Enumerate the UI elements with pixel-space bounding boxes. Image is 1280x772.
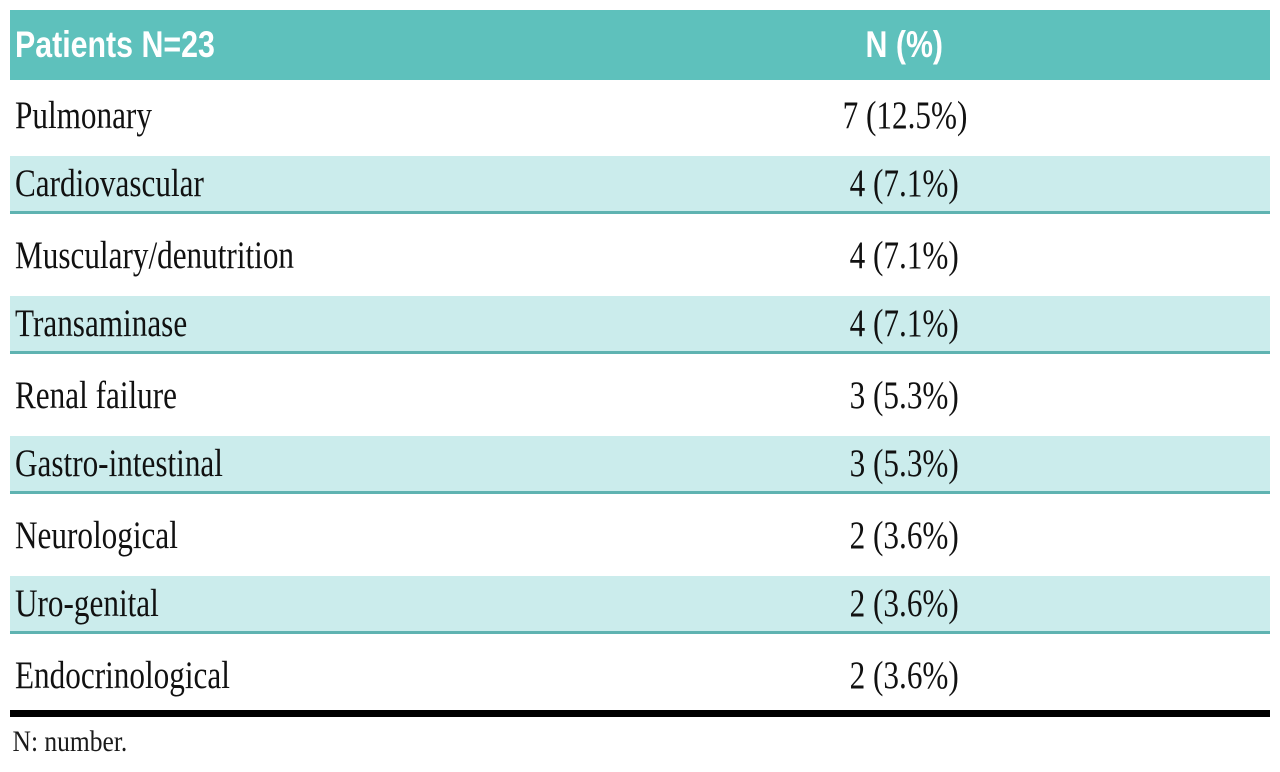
row-label-cell: Neurological [10,513,539,558]
table-row: Musculary/denutrition 4 (7.1%) [10,220,1270,290]
table-row: Gastro-intestinal 3 (5.3%) [10,430,1270,500]
row-value: 2 (3.6%) [850,582,960,625]
table-row: Renal failure 3 (5.3%) [10,360,1270,430]
table-row: Endocrinological 2 (3.6%) [10,640,1270,710]
table-row: Uro-genital 2 (3.6%) [10,570,1270,640]
row-value-cell: 3 (5.3%) [539,441,1270,486]
row-label-cell: Cardiovascular [10,161,539,206]
complications-table: Patients N=23 N (%) Pulmonary 7 (12.5%) … [10,10,1270,717]
row-label: Endocrinological [15,653,230,697]
header-cell-patients: Patients N=23 [10,24,539,66]
table-row: Transaminase 4 (7.1%) [10,290,1270,360]
table-row-band: Endocrinological 2 (3.6%) [10,646,1270,704]
row-value: 4 (7.1%) [850,162,960,205]
header-patients-label: Patients N=23 [15,24,215,65]
table-row-band: Renal failure 3 (5.3%) [10,366,1270,424]
table-row-band: Pulmonary 7 (12.5%) [10,86,1270,144]
row-value: 4 (7.1%) [850,302,960,345]
row-value-cell: 4 (7.1%) [539,233,1270,278]
header-cell-n-percent: N (%) [539,24,1270,66]
table-row: Pulmonary 7 (12.5%) [10,80,1270,150]
table-row-band: Gastro-intestinal 3 (5.3%) [10,436,1270,494]
row-label-cell: Renal failure [10,373,539,418]
row-label-cell: Transaminase [10,301,539,346]
row-label: Pulmonary [15,93,152,137]
row-value: 7 (12.5%) [842,93,967,137]
row-value: 3 (5.3%) [850,442,960,485]
row-label: Cardiovascular [15,162,204,205]
table-bottom-rule [10,710,1270,717]
row-value-cell: 2 (3.6%) [539,581,1270,626]
row-value: 2 (3.6%) [850,513,960,557]
table-row-band: Neurological 2 (3.6%) [10,506,1270,564]
row-value-cell: 4 (7.1%) [539,161,1270,206]
row-label-cell: Endocrinological [10,653,539,698]
row-value-cell: 3 (5.3%) [539,373,1270,418]
table-body: Pulmonary 7 (12.5%) Cardiovascular 4 (7.… [10,80,1270,710]
row-label: Uro-genital [15,582,159,625]
row-value-cell: 2 (3.6%) [539,653,1270,698]
table-row-band: Transaminase 4 (7.1%) [10,296,1270,354]
table-row-band: Cardiovascular 4 (7.1%) [10,156,1270,214]
table-footnote: N: number. [12,725,128,758]
table-header-row: Patients N=23 N (%) [10,10,1270,80]
row-value: 2 (3.6%) [850,653,960,697]
row-label: Neurological [15,513,178,557]
row-value-cell: 7 (12.5%) [539,93,1270,138]
row-label-cell: Gastro-intestinal [10,441,539,486]
row-value-cell: 2 (3.6%) [539,513,1270,558]
table-row-band: Uro-genital 2 (3.6%) [10,576,1270,634]
header-n-percent-label: N (%) [865,24,944,65]
row-value: 3 (5.3%) [850,373,960,417]
row-label: Renal failure [15,373,177,417]
row-label: Gastro-intestinal [15,442,223,485]
row-label: Musculary/denutrition [15,233,295,277]
row-value-cell: 4 (7.1%) [539,301,1270,346]
row-value: 4 (7.1%) [850,233,960,277]
table-row-band: Musculary/denutrition 4 (7.1%) [10,226,1270,284]
table-row: Cardiovascular 4 (7.1%) [10,150,1270,220]
table-row: Neurological 2 (3.6%) [10,500,1270,570]
row-label-cell: Musculary/denutrition [10,233,539,278]
row-label-cell: Uro-genital [10,581,539,626]
row-label-cell: Pulmonary [10,93,539,138]
row-label: Transaminase [15,302,188,345]
